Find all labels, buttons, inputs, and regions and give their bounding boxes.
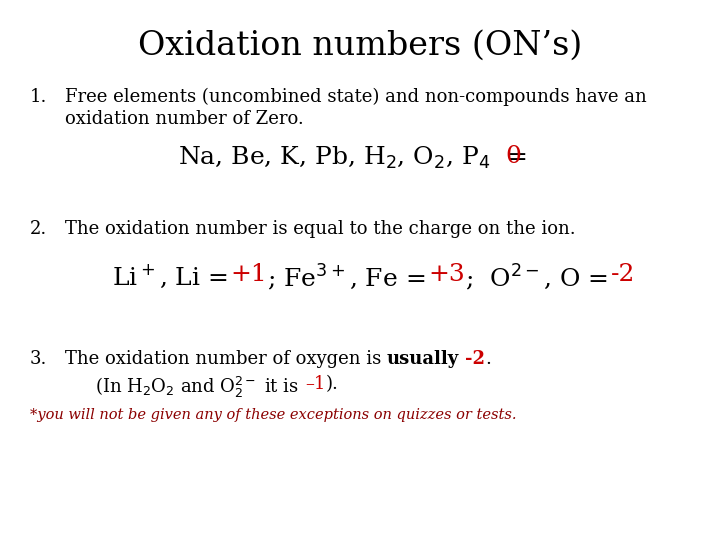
Text: Oxidation numbers (ON’s): Oxidation numbers (ON’s) xyxy=(138,30,582,62)
Text: 3.: 3. xyxy=(30,350,48,368)
Text: 2.: 2. xyxy=(30,220,48,238)
Text: -2: -2 xyxy=(611,263,635,286)
Text: ;  O$^{2-}$, O =: ; O$^{2-}$, O = xyxy=(465,263,611,293)
Text: +1: +1 xyxy=(230,263,267,286)
Text: +3: +3 xyxy=(428,263,465,286)
Text: The oxidation number of oxygen is: The oxidation number of oxygen is xyxy=(65,350,387,368)
Text: ).: ). xyxy=(326,375,339,393)
Text: usually: usually xyxy=(387,350,459,368)
Text: -2: -2 xyxy=(465,350,485,368)
Text: Free elements (uncombined state) and non-compounds have an: Free elements (uncombined state) and non… xyxy=(65,88,647,106)
Text: The oxidation number is equal to the charge on the ion.: The oxidation number is equal to the cha… xyxy=(65,220,575,238)
Text: –1: –1 xyxy=(305,375,326,393)
Text: .: . xyxy=(485,350,491,368)
Text: Li$^+$, Li =: Li$^+$, Li = xyxy=(112,263,230,290)
Text: oxidation number of Zero.: oxidation number of Zero. xyxy=(65,110,304,128)
Text: (In H$_2$O$_2$ and O$_2^{2-}$ it is: (In H$_2$O$_2$ and O$_2^{2-}$ it is xyxy=(95,375,305,400)
Text: Na, Be, K, Pb, H$_2$, O$_2$, P$_4$  =: Na, Be, K, Pb, H$_2$, O$_2$, P$_4$ = xyxy=(178,145,529,171)
Text: 1.: 1. xyxy=(30,88,48,106)
Text: ; Fe$^{3+}$, Fe =: ; Fe$^{3+}$, Fe = xyxy=(267,263,428,293)
Text: 0: 0 xyxy=(505,145,521,168)
Text: *you will not be given any of these exceptions on quizzes or tests.: *you will not be given any of these exce… xyxy=(30,408,516,422)
